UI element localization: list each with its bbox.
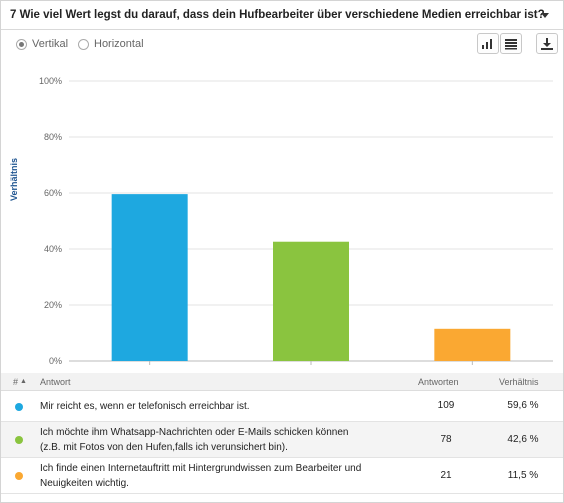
- answer-text: Ich finde einen Internetauftritt mit Hin…: [40, 463, 362, 489]
- header-count: Antworten: [418, 377, 459, 387]
- y-tick-label: 100%: [39, 76, 62, 86]
- answer-count: 109: [437, 400, 455, 411]
- download-button[interactable]: [536, 33, 558, 54]
- answer-count: 78: [440, 434, 452, 445]
- table-header: # ▲ Antwort Antworten Verhältnis: [1, 373, 563, 391]
- sort-asc-icon[interactable]: ▲: [20, 378, 27, 385]
- y-tick-label: 40%: [44, 244, 62, 254]
- y-tick-label: 20%: [44, 300, 62, 310]
- answer-ratio: 42,6 %: [507, 434, 539, 445]
- bar-chart: 0% 20% 40% 60% 80% 100% Verhältnis: [1, 61, 564, 371]
- table-view-button[interactable]: [500, 33, 522, 54]
- bar[interactable]: [434, 328, 511, 361]
- radio-unchecked-icon[interactable]: [78, 38, 89, 50]
- table-icon: [505, 39, 517, 50]
- header-ratio: Verhältnis: [499, 377, 539, 387]
- orientation-vertical-label: Vertikal: [32, 38, 69, 50]
- chevron-down-icon[interactable]: [541, 13, 549, 18]
- orientation-vertical-option[interactable]: Vertikal: [16, 38, 68, 50]
- table-row: Ich finde einen Internetauftritt mit Hin…: [1, 458, 563, 494]
- bar-chart-view-button[interactable]: [477, 33, 499, 54]
- legend-dot-icon: [15, 403, 23, 411]
- table-row: Ich möchte ihm Whatsapp-Nachrichten oder…: [1, 422, 563, 458]
- legend-dot-icon: [15, 472, 23, 480]
- bar-chart-icon: [482, 39, 492, 49]
- answer-ratio: 59,6 %: [507, 400, 539, 411]
- legend-dot-icon: [15, 436, 23, 444]
- download-icon: [541, 38, 553, 50]
- header-answer: Antwort: [40, 377, 71, 387]
- y-axis-title: Verhältnis: [9, 157, 19, 201]
- table-row: Mir reicht es, wenn er telefonisch errei…: [1, 391, 563, 422]
- orientation-horizontal-option[interactable]: Horizontal: [78, 38, 144, 50]
- orientation-horizontal-label: Horizontal: [94, 38, 144, 50]
- question-title: 7 Wie viel Wert legst du darauf, dass de…: [10, 9, 545, 21]
- header-num: #: [13, 377, 19, 387]
- bar-chart-svg: 0% 20% 40% 60% 80% 100%: [39, 76, 553, 366]
- answer-count: 21: [440, 470, 452, 481]
- answer-text: Mir reicht es, wenn er telefonisch errei…: [40, 401, 250, 412]
- question-header[interactable]: 7 Wie viel Wert legst du darauf, dass de…: [1, 1, 563, 30]
- bar[interactable]: [273, 241, 349, 361]
- answer-text: Ich möchte ihm Whatsapp-Nachrichten oder…: [40, 427, 349, 453]
- y-tick-label: 80%: [44, 132, 62, 142]
- y-tick-label: 60%: [44, 188, 62, 198]
- bar[interactable]: [111, 194, 188, 361]
- answer-ratio: 11,5 %: [507, 470, 539, 481]
- radio-checked-icon[interactable]: [16, 38, 27, 50]
- y-tick-label: 0%: [49, 356, 62, 366]
- results-table: # ▲ Antwort Antworten Verhältnis Mir rei…: [1, 373, 563, 494]
